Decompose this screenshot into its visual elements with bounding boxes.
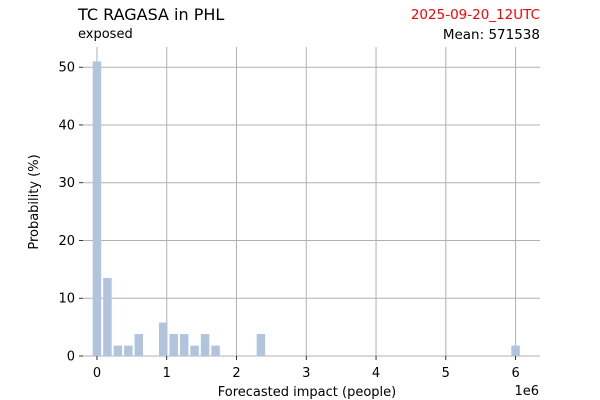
x-tick-0: 0 [93,356,101,381]
x-axis-label: Forecasted impact (people) [218,385,396,400]
y-tick-0: 0 [67,350,83,365]
x-tick-5: 5 [442,356,450,381]
y-tick-4: 40 [58,118,83,133]
bar-2 [113,345,123,356]
bar-9 [200,334,210,356]
y-tick-label-0: 0 [67,350,75,365]
y-axis-label: Probability (%) [27,154,42,249]
y-tick-label-4: 40 [58,118,75,133]
y-tick-label-3: 30 [58,176,75,191]
y-tick-label-1: 10 [58,292,75,307]
chart-subtitle: exposed [78,27,133,42]
x-tick-6: 6 [511,356,520,381]
y-axis-ticks: 0 10 20 30 40 50 [58,61,83,365]
y-tick-2: 20 [58,234,83,249]
y-tick-label-2: 20 [58,234,75,249]
bar-6 [169,334,178,356]
forecast-date: 2025-09-20_12UTC [410,7,540,23]
x-tick-1: 1 [163,356,171,381]
bar-7 [179,334,189,356]
bar-8 [190,345,199,356]
bar-0 [92,61,102,357]
x-tick-label-3: 3 [302,366,310,381]
grid-lines [83,47,540,357]
chart-title: TC RAGASA in PHL [78,5,225,24]
y-tick-3: 30 [58,176,83,191]
x-tick-label-1: 1 [163,366,171,381]
bar-3 [124,345,133,356]
x-axis-scale-label: 1e6 [514,384,539,399]
y-tick-5: 50 [58,61,83,76]
x-tick-4: 4 [372,356,380,381]
bar-1 [103,278,112,356]
bar-12 [511,345,520,356]
x-tick-label-6: 6 [511,366,519,381]
bar-10 [211,345,220,356]
x-tick-3: 3 [302,356,310,381]
y-tick-1: 10 [58,292,83,307]
x-axis-ticks: 0 1 2 3 4 5 6 [93,356,520,381]
x-tick-label-2: 2 [232,366,240,381]
bar-11 [256,334,266,356]
histogram-bars [92,61,520,357]
bar-4 [134,334,144,356]
x-tick-label-0: 0 [93,366,101,381]
bar-5 [159,322,168,356]
mean-value: Mean: 571538 [442,27,540,43]
y-tick-label-5: 50 [58,61,75,76]
x-tick-2: 2 [232,356,241,381]
x-tick-label-5: 5 [442,366,450,381]
x-tick-label-4: 4 [372,366,380,381]
